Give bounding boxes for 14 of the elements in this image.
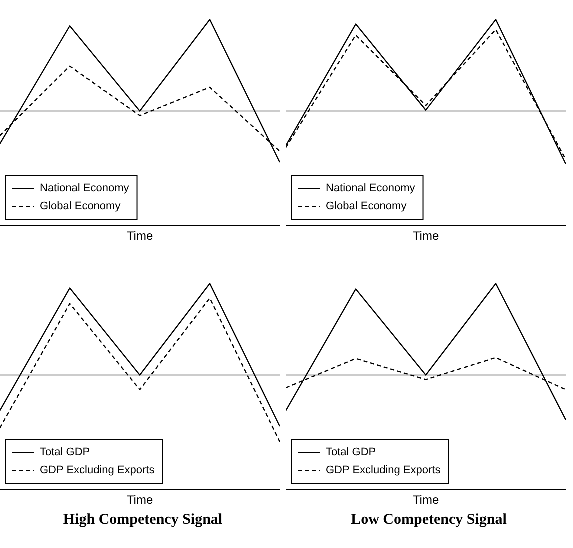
legend-label: National Economy: [40, 182, 130, 195]
legend-label: GDP Excluding Exports: [40, 464, 156, 477]
text: Low Competency Signal: [350, 512, 508, 530]
legend-label: Total GDP: [326, 446, 376, 459]
x-axis-title: Time: [412, 229, 440, 244]
text: High Competency Signal: [62, 512, 224, 530]
legend-label: Total GDP: [40, 446, 90, 459]
legend-label: GDP Excluding Exports: [326, 464, 442, 477]
x-axis-title: Time: [126, 229, 154, 244]
legend-label: Global Economy: [40, 200, 122, 213]
x-axis-title: Time: [126, 493, 154, 508]
legend-label: Global Economy: [326, 200, 408, 213]
legend-label: National Economy: [326, 182, 416, 195]
x-axis-title: Time: [412, 493, 440, 508]
